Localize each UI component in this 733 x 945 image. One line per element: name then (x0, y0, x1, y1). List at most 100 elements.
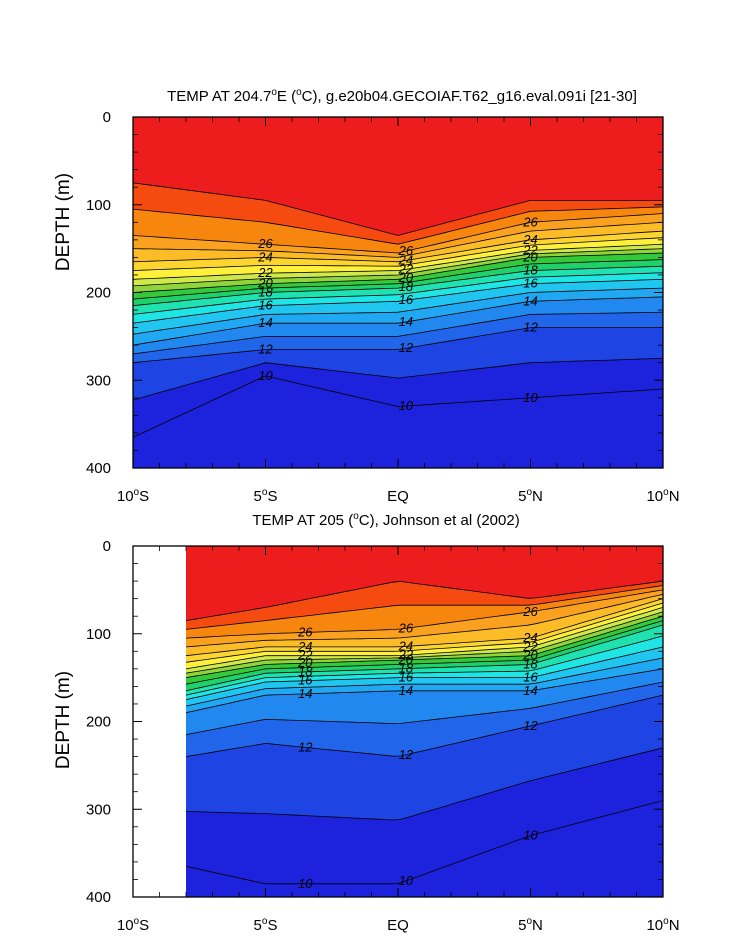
isotherm-line (185, 602, 664, 663)
isotherm-line (185, 620, 664, 685)
isotherm-label: 10 (298, 876, 313, 891)
isotherm-label: 12 (298, 739, 313, 754)
isotherm-label: 18 (298, 664, 313, 679)
isotherm-line (132, 248, 664, 287)
temperature-band (186, 625, 663, 696)
isotherm-label: 16 (258, 298, 273, 313)
isotherm-label: 16 (399, 670, 414, 685)
isotherm-line (185, 646, 664, 700)
y-tick-label: 0 (103, 109, 111, 126)
temperature-band (186, 657, 663, 713)
y-tick-label: 200 (86, 714, 111, 731)
isotherm-label: 26 (522, 214, 538, 229)
isotherm-line (185, 615, 664, 678)
panel-2-isotherm-labels: 2624222018161412102624222018161412102624… (297, 604, 538, 891)
isotherm-label: 18 (523, 263, 538, 278)
x-tick-label: 10oS (117, 916, 149, 934)
panel-1-isotherm-labels: 2624222018161412102624222018161412102624… (257, 214, 538, 413)
isotherm-label: 20 (398, 652, 414, 667)
isotherm-line (185, 657, 664, 707)
isotherm-line (132, 327, 663, 364)
isotherm-label: 12 (399, 747, 414, 762)
x-tick-label: EQ (387, 488, 409, 505)
x-tick-label: 5oN (518, 916, 543, 934)
isotherm-label: 26 (297, 624, 313, 639)
isotherm-label: 14 (399, 683, 413, 698)
x-tick-label: 10oN (646, 487, 679, 505)
isotherm-label: 20 (398, 270, 414, 285)
temperature-band (133, 358, 663, 438)
isotherm-label: 18 (523, 657, 538, 672)
isotherm-label: 22 (257, 265, 273, 280)
isotherm-line (132, 243, 664, 280)
isotherm-label: 20 (522, 648, 538, 663)
temperature-band (186, 635, 663, 700)
isotherm-label: 14 (399, 314, 413, 329)
isotherm-label: 24 (522, 232, 537, 247)
temperature-band (186, 695, 663, 820)
isotherm-label: 20 (522, 249, 538, 264)
isotherm-label: 16 (399, 292, 414, 307)
temperature-band (133, 272, 663, 324)
isotherm-line (185, 668, 664, 714)
isotherm-line (132, 252, 664, 293)
temperature-band (133, 259, 663, 306)
temperature-band (186, 546, 663, 621)
temperature-band (186, 668, 663, 735)
temperature-band (133, 312, 663, 363)
isotherm-line (185, 681, 664, 736)
temperature-band (133, 206, 663, 253)
y-tick-label: 400 (86, 460, 111, 477)
isotherm-label: 18 (399, 661, 414, 676)
isotherm-label: 22 (398, 647, 414, 662)
isotherm-label: 20 (257, 276, 273, 291)
isotherm-label: 12 (523, 320, 538, 335)
temperature-band (186, 747, 663, 884)
temperature-band (133, 288, 663, 346)
panel-1-isotherms (132, 182, 664, 438)
temperature-band (186, 603, 663, 669)
isotherm-line (132, 311, 664, 355)
isotherm-label: 18 (399, 279, 414, 294)
isotherm-label: 18 (258, 285, 273, 300)
isotherm-label: 10 (258, 368, 273, 383)
isotherm-line (185, 624, 664, 692)
isotherm-line (132, 272, 664, 315)
temperature-band (186, 682, 663, 757)
isotherm-label: 22 (522, 639, 538, 654)
temperature-band (186, 585, 663, 639)
isotherm-label: 24 (398, 253, 413, 268)
isotherm-label: 24 (398, 638, 413, 653)
y-tick-label: 200 (86, 285, 111, 302)
panel-1-title: TEMP AT 204.7oE (oC), g.e20b04.GECOIAF.T… (167, 87, 637, 105)
isotherm-line (132, 182, 663, 236)
isotherm-label: 12 (399, 340, 414, 355)
isotherm-line (185, 589, 664, 639)
panel-2-ylabel: DEPTH (m) (53, 671, 74, 769)
isotherm-line (132, 287, 664, 335)
temperature-band (133, 182, 663, 245)
isotherm-label: 26 (522, 604, 538, 619)
panel-2-temperature-bands (186, 546, 663, 897)
isotherm-line (185, 611, 664, 674)
temperature-band (133, 222, 663, 262)
isotherm-label: 14 (298, 686, 312, 701)
isotherm-label: 14 (258, 315, 272, 330)
isotherm-label: 22 (297, 648, 313, 663)
isotherm-line (132, 296, 664, 346)
temperature-band (133, 253, 663, 300)
isotherm-line (132, 213, 664, 254)
temperature-band (133, 375, 663, 468)
panel-model: TEMP AT 204.7oE (oC), g.e20b04.GECOIAF.T… (53, 87, 680, 505)
isotherm-label: 22 (522, 242, 538, 257)
isotherm-label: 14 (523, 293, 537, 308)
isotherm-line (185, 585, 664, 630)
isotherm-label: 12 (258, 342, 273, 357)
isotherm-label: 20 (297, 655, 313, 670)
isotherm-line (132, 375, 664, 438)
isotherm-label: 26 (398, 243, 414, 258)
y-tick-label: 300 (86, 801, 111, 818)
temperature-band (133, 279, 663, 335)
